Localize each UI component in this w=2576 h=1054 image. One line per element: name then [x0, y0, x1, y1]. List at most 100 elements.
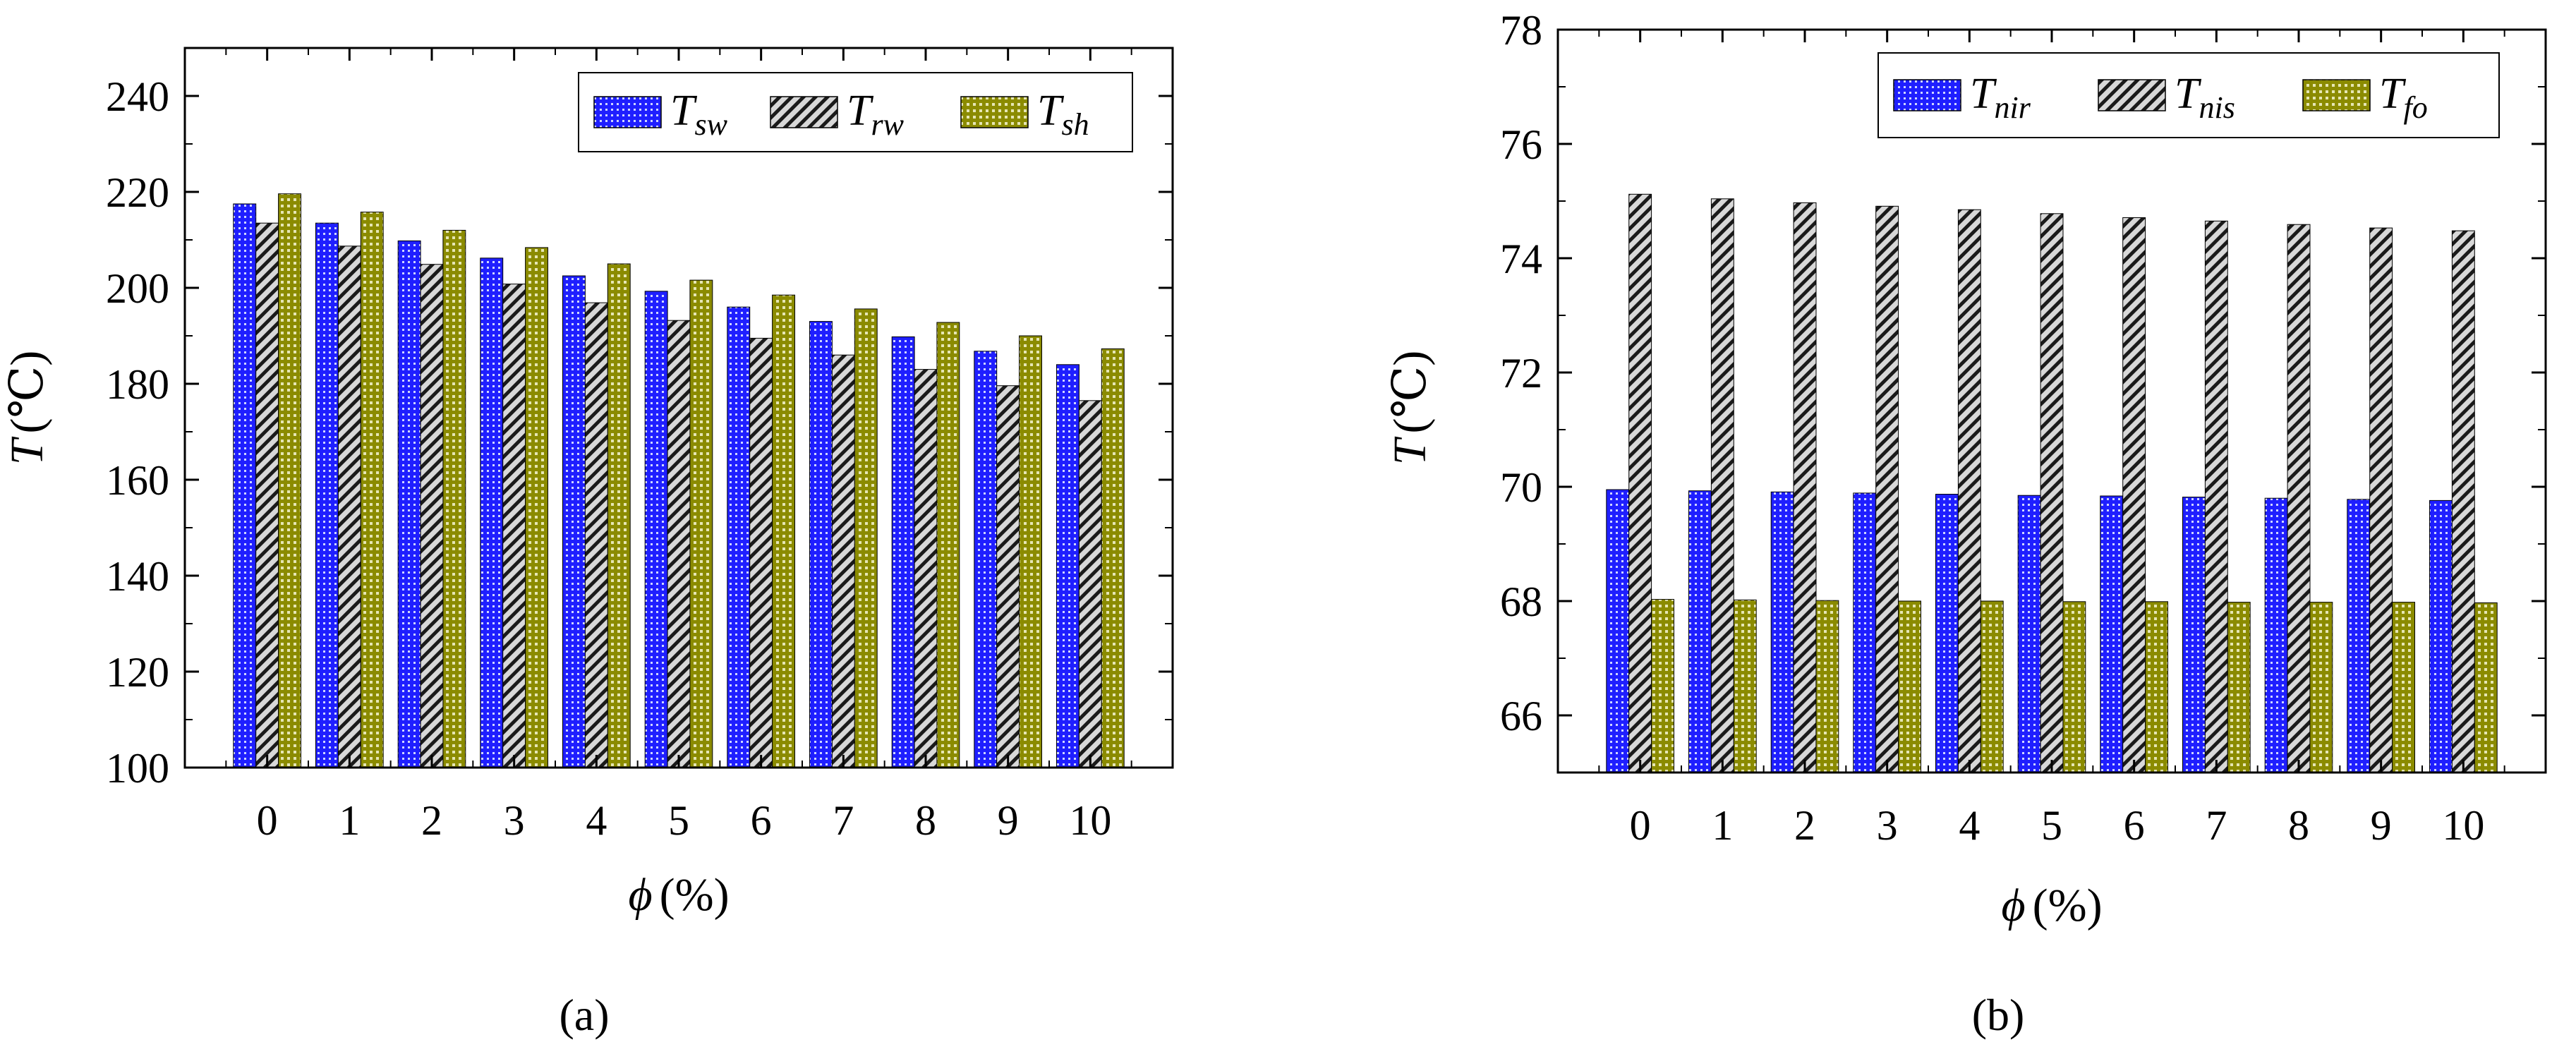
- y-tick-label: 66: [1500, 693, 1542, 739]
- y-tick-label: 72: [1500, 350, 1542, 396]
- bar-sw-5: [644, 291, 668, 768]
- bar-sh-3: [525, 247, 548, 768]
- bar-nis-4: [1957, 209, 1981, 773]
- x-tick-label: 5: [2041, 802, 2062, 849]
- bar-nir-7: [2182, 497, 2206, 773]
- legend-box: [1877, 52, 2500, 138]
- legend-swatch-sw: [593, 96, 662, 128]
- bar-nir-4: [1935, 494, 1959, 773]
- y-tick-label: 180: [106, 361, 169, 408]
- bar-fo-5: [2062, 601, 2086, 773]
- x-tick-label: 3: [1877, 802, 1898, 849]
- y-tick-label: 76: [1500, 121, 1542, 168]
- x-tick-label: 4: [586, 797, 607, 844]
- bar-nir-10: [2429, 499, 2453, 773]
- bar-sh-6: [772, 294, 795, 768]
- bar-fo-7: [2227, 602, 2251, 773]
- bar-fo-4: [1980, 600, 2004, 773]
- x-tick-label: 7: [2206, 802, 2227, 849]
- legend-label-rw: Trw: [847, 87, 905, 142]
- x-tick-label: 6: [751, 797, 772, 844]
- bar-fo-0: [1651, 599, 1675, 773]
- chart-a-bars: [233, 193, 1125, 768]
- y-tick-label: 140: [106, 553, 169, 600]
- bar-rw-8: [914, 369, 938, 768]
- bar-rw-1: [337, 246, 361, 768]
- bar-fo-10: [2474, 602, 2498, 773]
- bar-fo-1: [1733, 599, 1757, 773]
- y-tick-label: 78: [1500, 7, 1542, 54]
- bar-nir-8: [2264, 497, 2288, 773]
- x-tick-label: 3: [504, 797, 525, 844]
- x-tick-label: 10: [2442, 802, 2484, 849]
- bar-sh-1: [360, 212, 384, 768]
- chart-a-y-axis-label: T(℃): [1, 351, 53, 466]
- bar-nis-0: [1628, 193, 1652, 773]
- bar-rw-0: [255, 222, 279, 768]
- y-tick-label: 74: [1500, 236, 1542, 282]
- bar-nis-9: [2369, 227, 2393, 773]
- chart-b-y-axis-label: T(℃): [1384, 351, 1436, 466]
- x-tick-label: 1: [1712, 802, 1733, 849]
- bar-sw-2: [397, 240, 421, 768]
- chart-a-legend: Tsw Trw Tsh: [578, 72, 1133, 152]
- y-tick-label: 100: [106, 745, 169, 792]
- bar-nir-3: [1853, 492, 1877, 773]
- legend-label-nir: Tnir: [1970, 70, 2031, 125]
- bar-sh-2: [442, 229, 466, 768]
- x-tick-label: 1: [339, 797, 360, 844]
- bar-nis-2: [1793, 202, 1817, 773]
- chart-b-bars: [1606, 193, 2498, 773]
- chart-a-caption: (a): [559, 990, 609, 1040]
- bar-sh-8: [936, 322, 960, 768]
- bar-sw-6: [727, 306, 751, 768]
- x-tick-label: 6: [2124, 802, 2145, 849]
- bar-rw-4: [584, 302, 608, 768]
- x-tick-label: 10: [1069, 797, 1111, 844]
- chart-a-ticks: 0 1 2 3 4 5 6 7 8 9 10 100 120 140 160 180 200 220 240: [106, 48, 1173, 844]
- bar-nis-3: [1875, 205, 1899, 773]
- x-tick-label: 7: [833, 797, 854, 844]
- x-tick-label: 8: [915, 797, 936, 844]
- bar-sw-1: [315, 222, 339, 768]
- bar-fo-2: [1815, 600, 1839, 773]
- bar-rw-7: [831, 354, 855, 768]
- y-tick-label: 68: [1500, 579, 1542, 625]
- bar-nir-2: [1770, 491, 1794, 773]
- bar-sh-7: [854, 308, 878, 768]
- y-tick-label: 120: [106, 649, 169, 696]
- bar-rw-10: [1078, 400, 1102, 768]
- bar-sh-10: [1101, 348, 1125, 768]
- y-tick-label: 160: [106, 457, 169, 504]
- y-tick-label: 220: [106, 169, 169, 216]
- legend-label-fo: Tfo: [2379, 70, 2428, 125]
- bar-nir-5: [2017, 495, 2041, 773]
- chart-b-caption: (b): [1972, 990, 2025, 1040]
- x-tick-label: 9: [998, 797, 1019, 844]
- legend-label-nis: Tnis: [2175, 70, 2235, 125]
- bar-rw-9: [996, 385, 1020, 768]
- bar-sw-4: [562, 275, 586, 768]
- bar-fo-6: [2145, 601, 2169, 773]
- y-tick-label: 70: [1500, 464, 1542, 511]
- bar-nir-1: [1688, 490, 1712, 773]
- x-tick-label: 9: [2371, 802, 2392, 849]
- legend-label-sh: Tsh: [1037, 87, 1089, 142]
- legend-swatch-nis: [2098, 79, 2166, 111]
- bar-sw-3: [480, 258, 504, 768]
- bar-sh-9: [1019, 335, 1042, 768]
- legend-label-sw: Tsw: [670, 87, 728, 142]
- x-tick-label: 8: [2288, 802, 2309, 849]
- legend-swatch-rw: [770, 96, 838, 128]
- legend-swatch-sh: [960, 96, 1029, 128]
- y-tick-label: 240: [106, 73, 169, 120]
- bar-sw-0: [233, 203, 257, 768]
- chart-a-x-axis-label: ϕ (%): [628, 869, 729, 921]
- bar-rw-2: [420, 264, 444, 768]
- bar-rw-6: [749, 337, 773, 768]
- bar-sw-8: [891, 336, 915, 768]
- bar-fo-8: [2309, 602, 2333, 773]
- bar-nis-6: [2122, 217, 2146, 773]
